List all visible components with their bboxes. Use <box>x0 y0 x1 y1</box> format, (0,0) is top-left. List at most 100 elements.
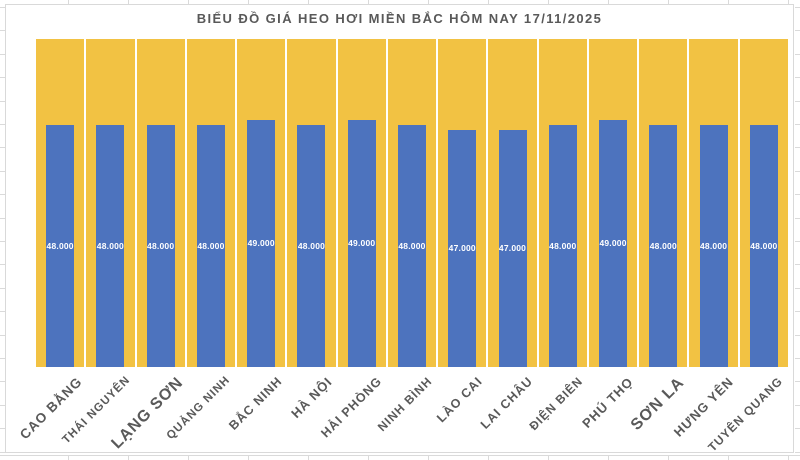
worksheet-gridline <box>795 311 800 313</box>
worksheet-gridline <box>0 77 5 79</box>
bar: 48.000 <box>146 124 175 367</box>
worksheet-gridline <box>795 147 800 149</box>
bar: 48.000 <box>548 124 577 367</box>
worksheet-gridline <box>0 217 5 219</box>
x-axis-label: BẮC NINH <box>225 374 285 433</box>
worksheet-gridline <box>368 0 369 4</box>
worksheet-gridline <box>428 455 429 460</box>
worksheet-gridline <box>68 0 69 4</box>
worksheet-gridline <box>488 455 489 460</box>
worksheet-gridline <box>608 455 609 460</box>
bar-value-label: 48.000 <box>96 240 124 251</box>
bar: 48.000 <box>96 124 125 367</box>
worksheet-gridline <box>795 334 800 336</box>
worksheet-gridline <box>795 170 800 172</box>
chart-title: BIỂU ĐỒ GIÁ HEO HƠI MIỀN BẮC HÔM NAY 17/… <box>196 11 603 26</box>
worksheet-gridline <box>0 124 5 125</box>
bar-value-label: 49.000 <box>599 238 627 249</box>
bar-value-label: 47.000 <box>498 243 527 254</box>
bar-value-label: 48.000 <box>750 240 778 251</box>
category-column: 48.000 <box>739 39 788 367</box>
bar: 49.000 <box>247 119 276 367</box>
bar-value-label: 49.000 <box>348 238 376 249</box>
worksheet-gridline <box>308 0 309 4</box>
bar-value-label: 48.000 <box>649 240 677 251</box>
bar: 49.000 <box>347 119 376 367</box>
worksheet-gridline <box>308 455 309 460</box>
worksheet-gridline <box>728 455 729 460</box>
bar: 47.000 <box>448 129 477 367</box>
worksheet-gridline <box>795 7 800 8</box>
worksheet-gridline <box>0 194 5 196</box>
worksheet-gridline <box>795 53 800 55</box>
worksheet-gridline <box>128 455 129 460</box>
worksheet-gridline <box>795 428 800 430</box>
category-column: 49.000 <box>588 39 638 367</box>
worksheet-gridline <box>788 0 789 4</box>
bar: 49.000 <box>599 119 628 367</box>
worksheet-gridline <box>0 428 5 430</box>
worksheet-gridline <box>0 455 800 456</box>
worksheet-gridline <box>248 455 249 460</box>
worksheet-gridline <box>0 287 5 289</box>
worksheet-gridline <box>795 124 800 125</box>
worksheet-gridline <box>188 0 189 4</box>
worksheet-gridline <box>0 311 5 313</box>
worksheet-gridline <box>488 0 489 4</box>
worksheet-gridline <box>795 194 800 196</box>
bar-value-label: 48.000 <box>197 240 225 251</box>
worksheet-gridline <box>795 381 800 383</box>
worksheet-gridline <box>0 241 5 242</box>
worksheet-gridline <box>0 264 5 266</box>
plot-area: 48.000 48.000 48.000 48.000 49.000 48.000 49.0… <box>36 39 788 367</box>
bar: 48.000 <box>297 124 326 367</box>
worksheet-gridline <box>128 0 129 4</box>
worksheet-gridline <box>548 0 549 4</box>
worksheet-gridline <box>795 217 800 219</box>
bar-value-label: 48.000 <box>398 240 426 251</box>
category-column: 48.000 <box>387 39 437 367</box>
bar-value-label: 48.000 <box>699 240 728 251</box>
category-column: 48.000 <box>186 39 236 367</box>
worksheet-gridline <box>0 7 5 8</box>
category-column: 48.000 <box>689 39 738 367</box>
category-column: 48.000 <box>538 39 587 367</box>
worksheet-gridline <box>728 0 729 4</box>
category-column: 49.000 <box>237 39 286 367</box>
worksheet-gridline <box>0 170 5 172</box>
worksheet-gridline <box>795 451 800 453</box>
bar-value-label: 48.000 <box>297 240 326 251</box>
worksheet-gridline <box>795 241 800 242</box>
bar-value-label: 47.000 <box>448 243 476 254</box>
bar: 48.000 <box>196 124 225 367</box>
bar-value-label: 48.000 <box>549 240 577 251</box>
worksheet-gridline <box>795 287 800 289</box>
bar-value-label: 48.000 <box>147 240 175 251</box>
worksheet-gridline <box>548 455 549 460</box>
bar-value-label: 49.000 <box>247 238 275 249</box>
worksheet-gridline <box>0 147 5 149</box>
worksheet-gridline <box>368 455 369 460</box>
worksheet-gridline <box>0 451 5 453</box>
bar: 48.000 <box>749 124 778 367</box>
category-column: 48.000 <box>36 39 85 367</box>
worksheet-gridline <box>668 0 669 4</box>
x-axis-label: HÀ NỘI <box>288 374 336 422</box>
category-column: 47.000 <box>438 39 487 367</box>
worksheet-gridline <box>795 77 800 79</box>
worksheet-gridline <box>788 455 789 460</box>
bar: 48.000 <box>649 124 678 367</box>
x-axis-label: LÀO CAI <box>433 374 486 426</box>
category-column: 48.000 <box>86 39 135 367</box>
category-column: 48.000 <box>287 39 336 367</box>
category-column: 48.000 <box>136 39 185 367</box>
worksheet-gridline <box>0 404 5 406</box>
worksheet-gridline <box>795 404 800 406</box>
category-column: 49.000 <box>337 39 386 367</box>
bar: 48.000 <box>46 124 75 367</box>
worksheet-gridline <box>795 264 800 266</box>
worksheet-gridline <box>68 455 69 460</box>
worksheet-gridline <box>795 100 800 102</box>
bar: 48.000 <box>699 124 728 367</box>
